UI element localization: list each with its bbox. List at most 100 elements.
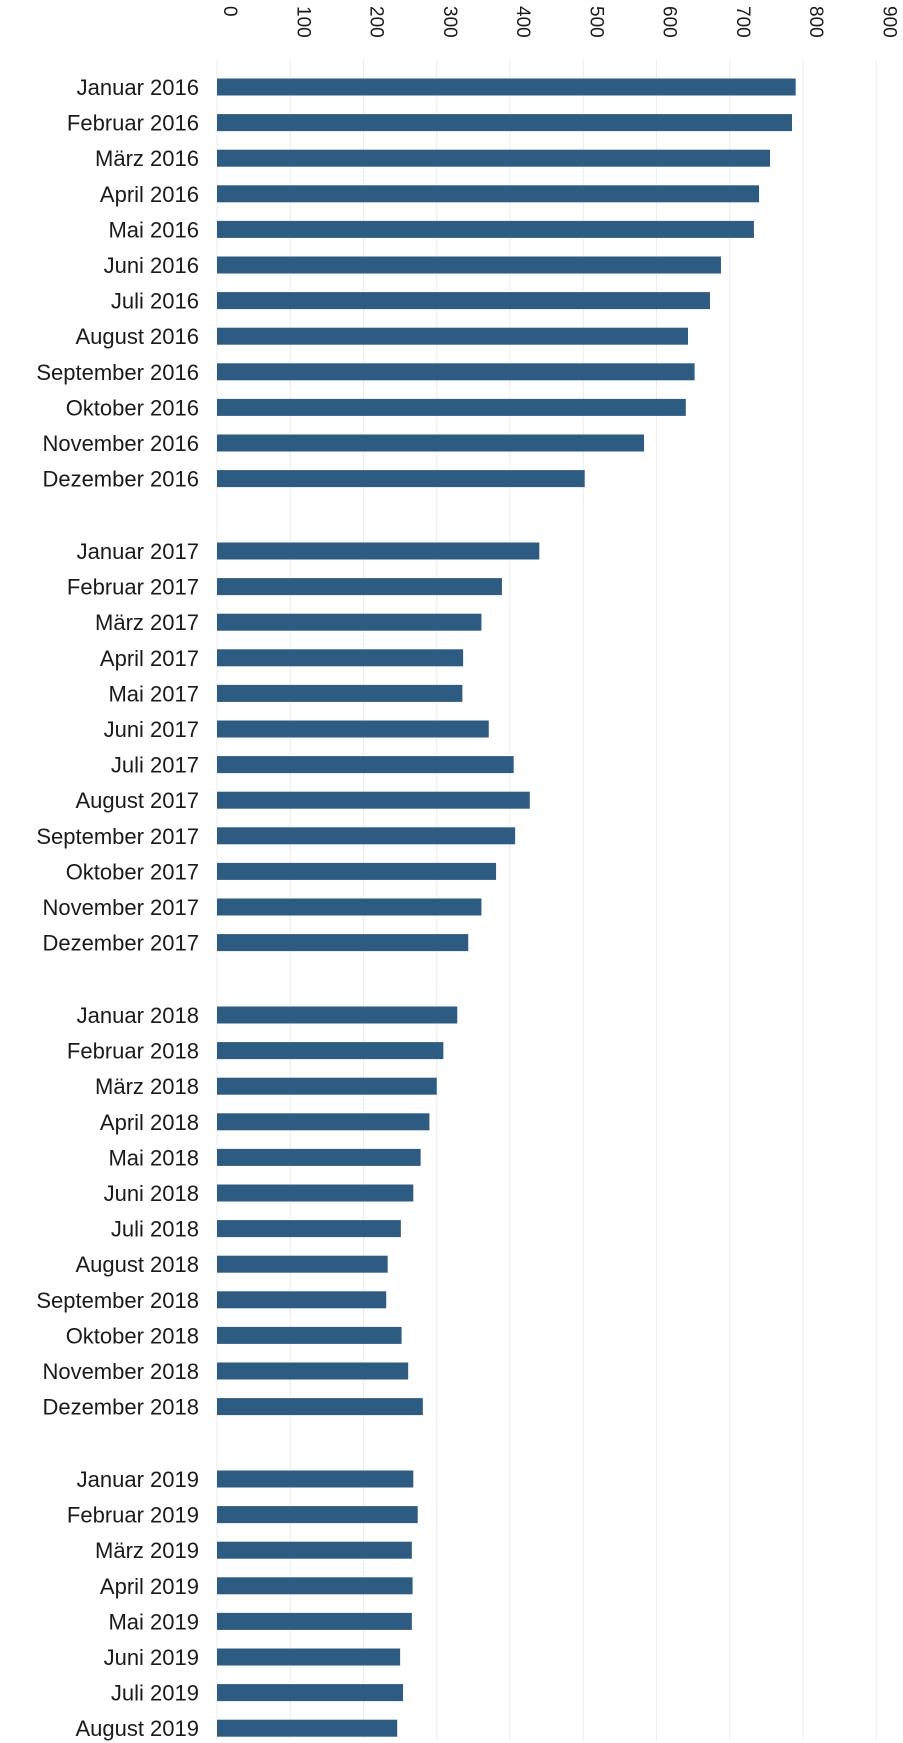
- x-tick-label: 900: [878, 6, 899, 38]
- bar: [217, 1077, 437, 1095]
- category-label: November 2017: [42, 895, 199, 920]
- bar: [217, 934, 469, 952]
- category-label: September 2016: [36, 360, 199, 385]
- bar: [217, 1470, 414, 1488]
- category-label: Januar 2018: [77, 1003, 199, 1028]
- category-label: Oktober 2017: [66, 859, 199, 884]
- bar: [217, 542, 540, 560]
- bar: [217, 1006, 458, 1024]
- category-label: Juni 2017: [104, 717, 199, 742]
- x-tick-label: 100: [292, 6, 313, 38]
- bar: [217, 827, 516, 845]
- x-tick-label: 700: [732, 6, 753, 38]
- category-label: September 2017: [36, 824, 199, 849]
- category-label: Dezember 2017: [42, 931, 199, 956]
- category-label: April 2016: [100, 182, 199, 207]
- bar: [217, 649, 464, 667]
- bar: [217, 1148, 421, 1166]
- category-label: April 2017: [100, 646, 199, 671]
- category-label: März 2016: [95, 146, 199, 171]
- bar: [217, 398, 686, 416]
- x-tick-label: 300: [439, 6, 460, 38]
- bar: [217, 470, 585, 488]
- bar: [217, 1255, 388, 1273]
- category-label: Mai 2016: [108, 217, 199, 242]
- bar: [217, 434, 645, 452]
- category-label: Juli 2016: [111, 289, 199, 314]
- category-label: Juni 2016: [104, 253, 199, 278]
- bar: [217, 1362, 409, 1380]
- bar: [217, 185, 760, 203]
- bar: [217, 684, 463, 702]
- category-label: Juli 2019: [111, 1681, 199, 1706]
- category-label: September 2018: [36, 1288, 199, 1313]
- bar: [217, 1541, 412, 1559]
- category-label: Oktober 2018: [66, 1323, 199, 1348]
- bar: [217, 363, 695, 381]
- category-label: Mai 2019: [108, 1609, 199, 1634]
- bar: [217, 1506, 418, 1524]
- category-label: August 2016: [75, 324, 199, 349]
- category-label: Februar 2016: [67, 111, 199, 136]
- category-label: Mai 2018: [108, 1145, 199, 1170]
- x-tick-label: 600: [659, 6, 680, 38]
- bar: [217, 720, 489, 738]
- bar: [217, 1220, 401, 1238]
- bar: [217, 292, 710, 310]
- category-label: August 2017: [75, 788, 199, 813]
- category-label: Januar 2019: [77, 1467, 199, 1492]
- bar: [217, 613, 482, 631]
- x-axis-ticks: 0 100 200 300 400 500 600 700 800 900: [219, 6, 899, 38]
- bar: [217, 1398, 423, 1416]
- bar: [217, 1291, 387, 1309]
- bar: [217, 1184, 414, 1202]
- x-tick-label: 800: [805, 6, 826, 38]
- bar: [217, 78, 796, 96]
- category-label: Oktober 2016: [66, 395, 199, 420]
- category-label: März 2017: [95, 610, 199, 635]
- category-label: Juni 2019: [104, 1645, 199, 1670]
- bar: [217, 1612, 412, 1630]
- bar: [217, 1684, 404, 1702]
- bar: [217, 149, 771, 167]
- bar: [217, 1326, 402, 1344]
- category-label: Juni 2018: [104, 1181, 199, 1206]
- category-label: November 2016: [42, 431, 199, 456]
- bar: [217, 756, 514, 774]
- category-label: Dezember 2016: [42, 467, 199, 492]
- category-label: Mai 2017: [108, 681, 199, 706]
- category-label: Januar 2017: [77, 539, 199, 564]
- bar: [217, 1042, 444, 1060]
- x-tick-label: 200: [366, 6, 387, 38]
- category-label: März 2018: [95, 1074, 199, 1099]
- bar: [217, 791, 530, 809]
- bar: [217, 862, 497, 880]
- x-tick-label: 400: [512, 6, 533, 38]
- category-label: April 2019: [100, 1574, 199, 1599]
- x-tick-label: 0: [219, 6, 240, 17]
- bar: [217, 1577, 413, 1595]
- bar: [217, 114, 793, 132]
- bar: [217, 220, 754, 238]
- bar: [217, 1648, 401, 1666]
- category-label: Februar 2017: [67, 575, 199, 600]
- category-label: Dezember 2018: [42, 1395, 199, 1420]
- bar: [217, 1113, 430, 1131]
- category-label: April 2018: [100, 1110, 199, 1135]
- category-label: August 2018: [75, 1252, 199, 1277]
- x-tick-label: 500: [585, 6, 606, 38]
- category-label: Juli 2017: [111, 753, 199, 778]
- bar: [217, 256, 721, 274]
- bar: [217, 898, 482, 916]
- category-label: März 2019: [95, 1538, 199, 1563]
- bar: [217, 327, 688, 345]
- category-label: Februar 2019: [67, 1503, 199, 1528]
- category-label: November 2018: [42, 1359, 199, 1384]
- category-label: Januar 2016: [77, 75, 199, 100]
- category-label: August 2019: [75, 1716, 199, 1741]
- bar: [217, 578, 502, 596]
- category-label: Februar 2018: [67, 1039, 199, 1064]
- bar: [217, 1719, 398, 1737]
- category-labels: Januar 2016 Februar 2016 März 2016 April 20…: [36, 75, 199, 1741]
